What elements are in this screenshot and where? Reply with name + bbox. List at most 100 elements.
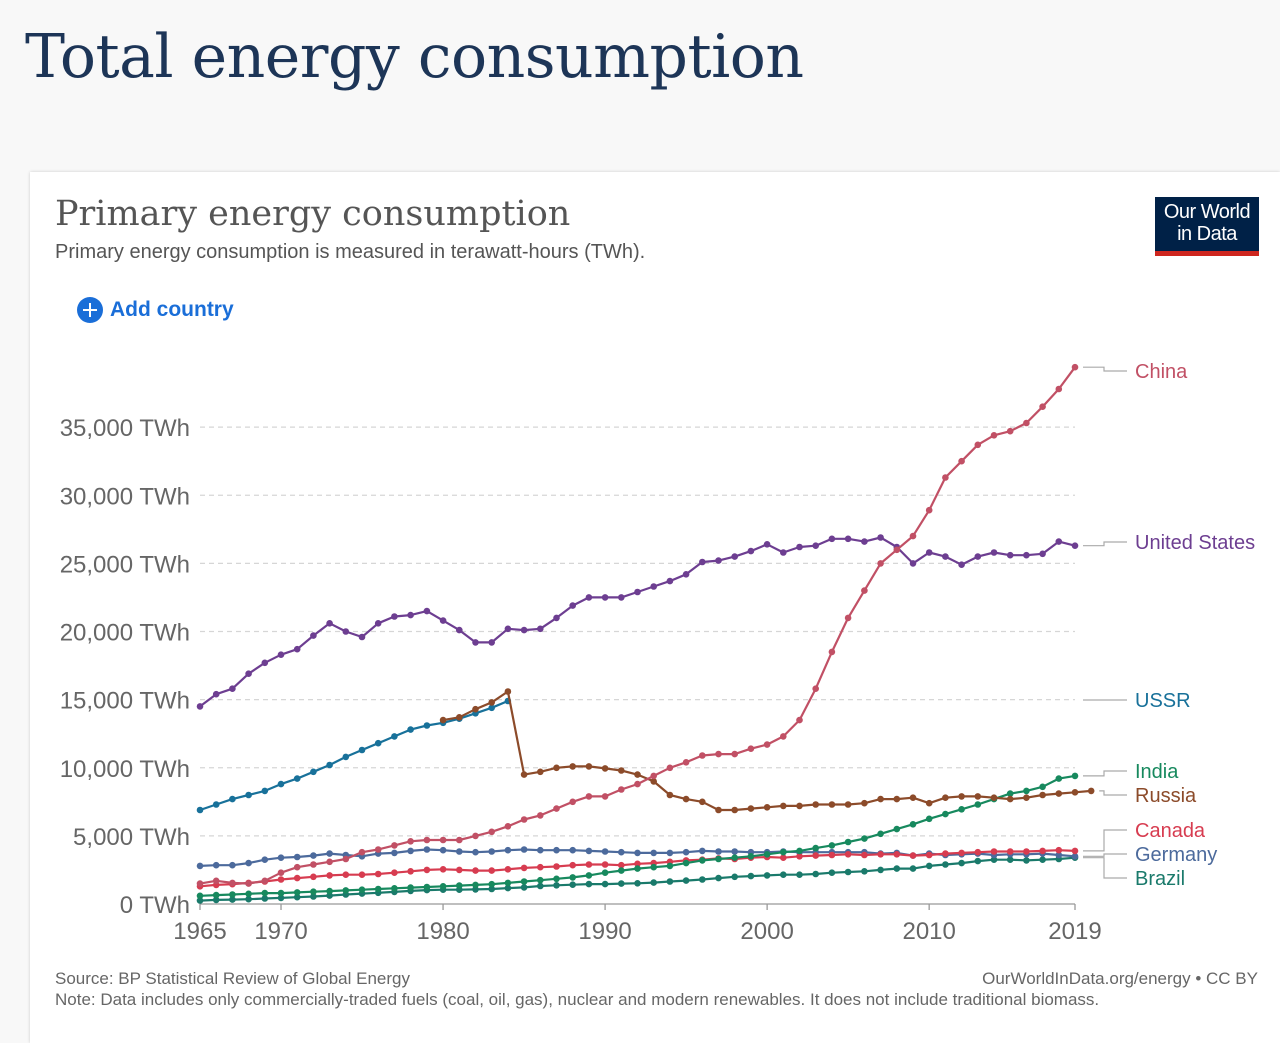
data-point-china [990, 432, 998, 439]
data-point-canada [1023, 848, 1030, 855]
data-point-brazil [650, 879, 657, 886]
data-point-canada [326, 872, 333, 879]
data-point-india [342, 887, 350, 894]
data-point-united-states [585, 594, 593, 601]
y-tick-label: 25,000 TWh [60, 551, 190, 578]
data-point-canada [1039, 847, 1046, 855]
data-point-brazil [893, 865, 901, 872]
data-point-china [1071, 363, 1079, 371]
data-point-russia [942, 794, 949, 801]
data-point-brazil [747, 872, 755, 880]
data-point-ussr [488, 704, 496, 712]
data-point-brazil [585, 880, 593, 888]
data-point-united-states [277, 651, 285, 658]
data-point-russia [1006, 795, 1014, 803]
data-point-china [585, 793, 593, 800]
data-point-india [618, 867, 625, 874]
data-point-china [342, 855, 350, 863]
legend-label-canada: Canada [1135, 820, 1206, 842]
data-point-india [585, 872, 593, 879]
y-tick-label: 0 TWh [120, 892, 190, 919]
data-point-ussr [229, 795, 236, 803]
data-point-russia [650, 778, 657, 785]
x-tick-label: 2019 [1048, 918, 1101, 945]
data-point-united-states [682, 571, 690, 578]
data-point-brazil [261, 895, 269, 902]
data-point-russia [504, 688, 512, 695]
data-point-germany [196, 862, 204, 870]
data-point-india [374, 885, 382, 893]
data-point-india [229, 891, 236, 898]
data-point-germany [601, 848, 609, 855]
y-tick-label: 10,000 TWh [60, 756, 190, 783]
data-point-canada [861, 851, 868, 859]
data-point-brazil [212, 896, 220, 904]
data-point-united-states [212, 690, 220, 698]
data-point-china [456, 836, 463, 844]
data-point-germany [212, 861, 220, 869]
data-point-russia [1023, 794, 1030, 801]
data-point-canada [293, 874, 301, 882]
add-country-button[interactable]: Add country [77, 297, 234, 323]
chart-subtitle: Primary energy consumption is measured i… [55, 241, 646, 263]
data-point-ussr [212, 801, 220, 808]
data-point-united-states [909, 560, 917, 567]
data-point-russia [666, 791, 674, 799]
data-point-china [731, 750, 738, 758]
data-point-india [293, 889, 301, 896]
data-point-united-states [342, 628, 350, 635]
data-point-canada [877, 851, 884, 858]
data-point-united-states [1039, 550, 1046, 558]
data-point-united-states [942, 553, 949, 560]
data-point-india [844, 838, 852, 846]
data-point-china [780, 733, 787, 740]
data-point-india [958, 806, 965, 813]
data-point-china [909, 532, 917, 540]
data-point-canada [942, 850, 949, 857]
data-point-united-states [245, 670, 252, 677]
credit-link[interactable]: OurWorldInData.org/energy • CC BY [982, 969, 1258, 988]
data-point-brazil [877, 866, 884, 874]
data-point-united-states [472, 639, 479, 646]
logo-line-2: in Data [1177, 223, 1237, 245]
data-point-brazil [196, 897, 204, 904]
data-point-china [261, 877, 269, 885]
data-point-china [504, 823, 512, 830]
y-tick-label: 5,000 TWh [73, 824, 190, 851]
data-point-united-states [877, 534, 884, 541]
data-point-germany [650, 849, 657, 857]
data-point-canada [472, 867, 479, 874]
our-world-in-data-logo[interactable]: Our World in Data [1155, 197, 1259, 256]
data-point-china [472, 832, 479, 840]
data-point-canada [423, 866, 431, 874]
data-point-canada [520, 864, 528, 872]
data-point-india [310, 888, 317, 895]
data-point-brazil [925, 862, 933, 870]
data-point-united-states [569, 602, 576, 609]
legend-label-india: India [1135, 761, 1179, 783]
data-point-india [699, 857, 706, 864]
data-point-germany [585, 847, 593, 855]
y-tick-label: 35,000 TWh [60, 415, 190, 442]
data-point-germany [504, 846, 512, 854]
legend-connector-china [1083, 366, 1127, 372]
x-tick-label: 1990 [578, 918, 631, 945]
data-point-india [877, 830, 884, 838]
data-point-india [682, 859, 690, 867]
data-point-ussr [423, 722, 431, 729]
data-point-china [212, 877, 220, 885]
data-point-germany [569, 846, 576, 854]
data-point-china [650, 772, 657, 780]
data-point-china [699, 752, 706, 759]
data-point-india [650, 863, 657, 871]
data-point-brazil [763, 872, 771, 879]
data-point-germany [682, 848, 690, 856]
data-point-canada [828, 851, 836, 859]
logo-line-1: Our World [1163, 201, 1251, 223]
x-tick-label: 1965 [173, 918, 226, 945]
data-point-brazil [634, 880, 641, 887]
data-point-canada [569, 861, 576, 869]
data-point-germany [261, 856, 269, 863]
legend-connector-india [1083, 770, 1127, 777]
data-point-china [326, 858, 333, 866]
